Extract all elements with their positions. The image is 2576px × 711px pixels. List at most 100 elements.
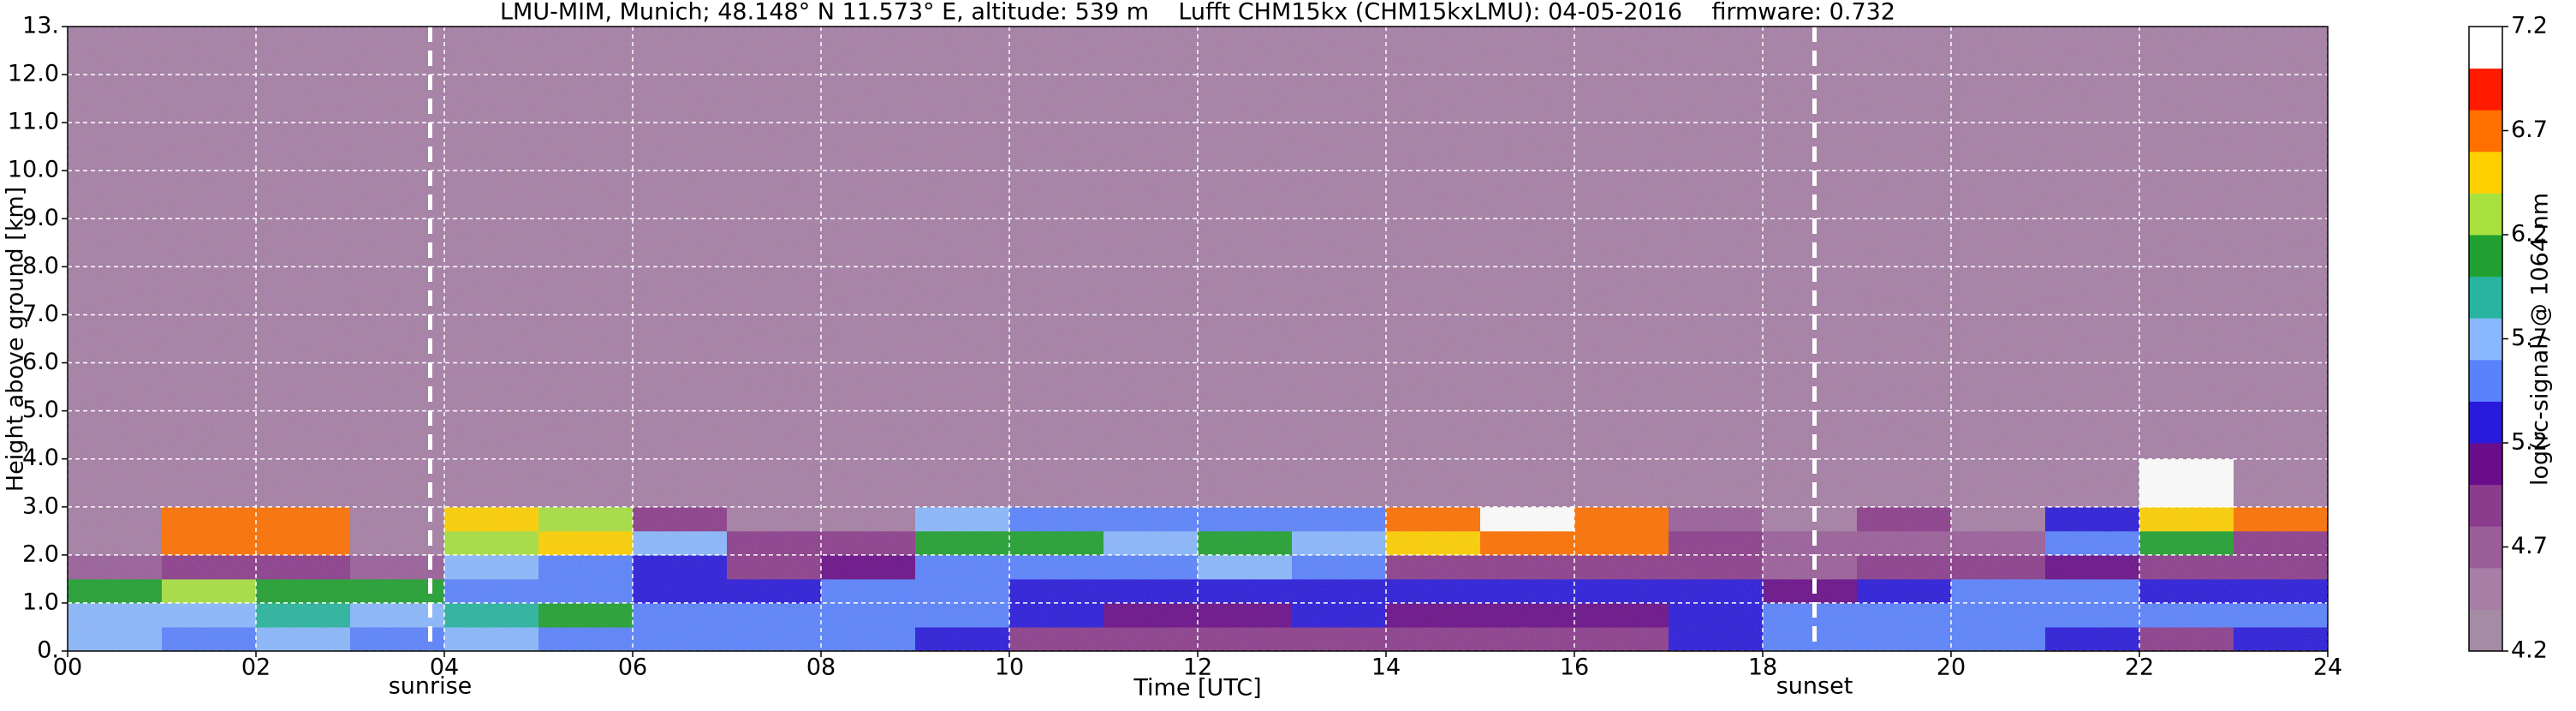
heatmap-cell: [256, 602, 351, 628]
heatmap-cell: [1009, 554, 1104, 580]
heatmap-cell: [727, 530, 822, 556]
colorbar-segment: [2469, 235, 2502, 278]
annotation-label: sunrise: [389, 673, 473, 700]
heatmap-cell: [256, 554, 351, 580]
colorbar-segment: [2469, 318, 2502, 361]
heatmap-cell: [1669, 458, 1764, 508]
heatmap-cell: [2234, 602, 2329, 628]
heatmap-cell: [162, 27, 257, 460]
heatmap-cell: [2234, 578, 2329, 604]
heatmap-cell: [633, 626, 728, 652]
heatmap-cell: [727, 626, 822, 652]
x-tick-label: 12: [1183, 654, 1212, 681]
heatmap-cell: [1669, 626, 1764, 652]
heatmap-cell: [821, 27, 916, 460]
y-tick-label: 6.0: [22, 349, 59, 375]
heatmap-cell: [1104, 602, 1199, 628]
heatmap-cell: [444, 554, 539, 580]
heatmap-cell: [1386, 602, 1481, 628]
heatmap-cell: [444, 530, 539, 556]
heatmap-cell: [1104, 27, 1199, 460]
heatmap-cell: [1480, 578, 1575, 604]
heatmap-cell: [2234, 506, 2329, 532]
heatmap-cell: [2045, 578, 2140, 604]
heatmap-cell: [162, 554, 257, 580]
heatmap-cell: [1009, 626, 1104, 652]
x-tick-label: 24: [2313, 654, 2342, 681]
heatmap-cell: [1951, 506, 2046, 532]
heatmap-cell: [68, 27, 163, 460]
heatmap-cell: [1951, 458, 2046, 508]
heatmap-cell: [2234, 27, 2329, 460]
heatmap-cell: [821, 626, 916, 652]
colorbar-tick-label: 5.7: [2511, 325, 2548, 351]
heatmap-cell: [727, 458, 822, 508]
heatmap-cell: [727, 27, 822, 460]
heatmap-cell: [444, 506, 539, 532]
heatmap-cell: [821, 530, 916, 556]
heatmap-cell: [1857, 506, 1952, 532]
heatmap-cell: [2139, 626, 2234, 652]
heatmap-cell: [538, 578, 634, 604]
colorbar-segment: [2469, 359, 2502, 402]
heatmap-cell: [1857, 578, 1952, 604]
heatmap-cell: [1763, 626, 1858, 652]
heatmap-cell: [1574, 554, 1669, 580]
heatmap-cell: [821, 602, 916, 628]
heatmap-cell: [2045, 626, 2140, 652]
heatmap-cell: [1763, 602, 1858, 628]
heatmap-cell: [2234, 626, 2329, 652]
heatmap-cell: [915, 626, 1010, 652]
heatmap-cell: [727, 602, 822, 628]
heatmap-cell: [1104, 506, 1199, 532]
heatmap-cell: [444, 602, 539, 628]
x-tick-label: 14: [1371, 654, 1401, 681]
heatmap-cell: [1386, 530, 1481, 556]
heatmap-cell: [162, 602, 257, 628]
heatmap-cell: [538, 626, 634, 652]
heatmap-cell: [68, 602, 163, 628]
heatmap-cell: [915, 602, 1010, 628]
heatmap-cell: [256, 578, 351, 604]
plot-frame: [67, 26, 2329, 652]
heatmap-cell: [1386, 458, 1481, 508]
heatmap-cell: [633, 602, 728, 628]
heatmap-cell: [2045, 530, 2140, 556]
heatmap-cell: [1386, 506, 1481, 532]
heatmap-cell: [2139, 554, 2234, 580]
heatmap-cell: [68, 626, 163, 652]
heatmap-cell: [538, 27, 634, 460]
y-tick-label: 10.0: [8, 157, 59, 183]
heatmap-cell: [1669, 506, 1764, 532]
colorbar-tick-label: 4.2: [2511, 637, 2548, 664]
y-tick-label: 4.0: [22, 445, 59, 471]
heatmap-cell: [1763, 554, 1858, 580]
colorbar-tick-label: 5.2: [2511, 429, 2548, 456]
heatmap-cell: [1669, 530, 1764, 556]
heatmap-cell: [1386, 578, 1481, 604]
heatmap-cell: [915, 506, 1010, 532]
x-tick-label: 00: [53, 654, 82, 681]
heatmap-cell: [444, 458, 539, 508]
heatmap-cell: [1009, 578, 1104, 604]
heatmap-cell: [1104, 458, 1199, 508]
heatmap-cell: [1198, 602, 1293, 628]
colorbar-tick-label: 6.7: [2511, 117, 2548, 143]
heatmap-cell: [915, 554, 1010, 580]
heatmap-cell: [1951, 27, 2046, 460]
heatmap-cell: [2139, 506, 2234, 532]
colorbar-segment: [2469, 193, 2502, 236]
heatmap-cell: [1763, 530, 1858, 556]
heatmap-cell: [1951, 626, 2046, 652]
heatmap-cell: [68, 530, 163, 556]
y-tick-label: 2.0: [22, 541, 59, 567]
heatmap-cell: [1198, 626, 1293, 652]
heatmap-cell: [1386, 27, 1481, 460]
heatmap-cell: [1669, 554, 1764, 580]
colorbar-segment: [2469, 443, 2502, 486]
heatmap-cell: [915, 27, 1010, 460]
heatmap-cell: [444, 626, 539, 652]
heatmap-cell: [538, 506, 634, 532]
